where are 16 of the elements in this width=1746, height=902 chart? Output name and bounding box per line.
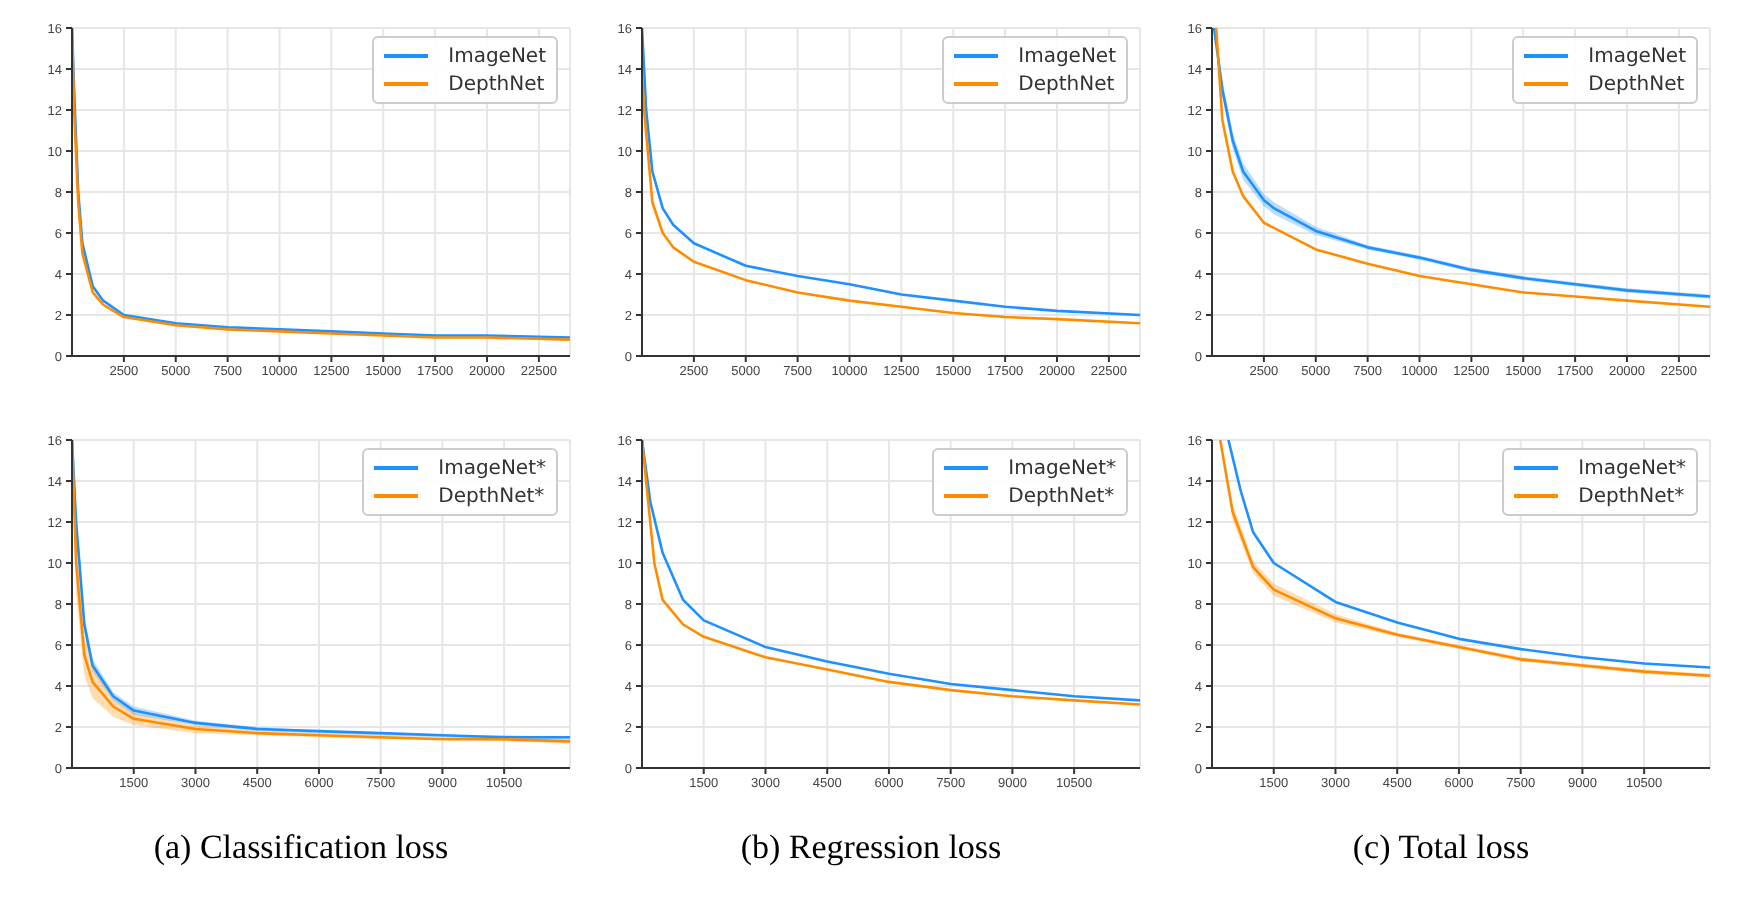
legend-label: DepthNet* — [1578, 485, 1685, 507]
legend-label: DepthNet — [448, 73, 545, 95]
text: (a) Classification loss — [151, 828, 451, 868]
legend-label: DepthNet* — [438, 485, 545, 507]
legend-label: DepthNet* — [1008, 485, 1115, 507]
legend-label: DepthNet — [1018, 73, 1115, 95]
legend-label: ImageNet* — [1008, 457, 1116, 479]
legend-label: DepthNet — [1588, 73, 1685, 95]
line-series — [642, 67, 1140, 325]
legend-label: ImageNet* — [1578, 457, 1686, 479]
legend-label: ImageNet — [1588, 45, 1686, 67]
text: (b) Regression loss — [738, 828, 1004, 868]
legend-label: ImageNet* — [438, 457, 546, 479]
legend-label: ImageNet — [448, 45, 546, 67]
text: (c) Total loss — [1350, 828, 1532, 868]
legend-label: ImageNet — [1018, 45, 1116, 67]
